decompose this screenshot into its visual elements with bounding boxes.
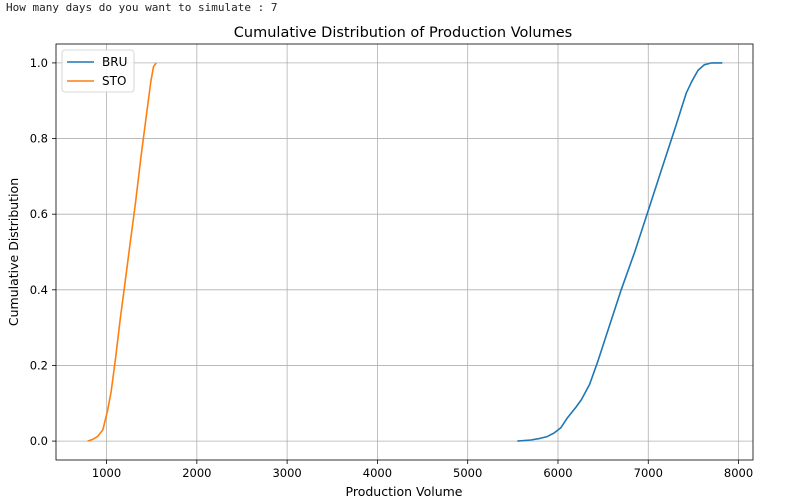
simulation-prompt: How many days do you want to simulate : … <box>6 1 278 15</box>
y-tick-label: 1.0 <box>30 56 48 70</box>
series-layer <box>87 62 723 442</box>
prompt-answer: 7 <box>270 1 278 14</box>
x-tick-label: 2000 <box>182 466 211 480</box>
legend: BRU STO <box>61 49 135 93</box>
y-tick-label: 0.4 <box>30 283 48 297</box>
y-tick-label: 0.2 <box>30 358 48 372</box>
x-tick-label: 4000 <box>363 466 392 480</box>
y-axis-label: Cumulative Distribution <box>6 178 21 326</box>
prompt-question: How many days do you want to simulate : <box>6 1 271 14</box>
grid-layer <box>56 44 753 460</box>
plot-frame <box>55 43 754 461</box>
y-tick-label: 0.0 <box>30 434 48 448</box>
series-line-bru <box>517 62 723 442</box>
x-axis-label: Production Volume <box>346 484 463 499</box>
legend-label-bru: BRU <box>102 55 127 69</box>
x-tick-label: 8000 <box>724 466 753 480</box>
x-tick-label: 6000 <box>543 466 572 480</box>
chart-title: Cumulative Distribution of Production Vo… <box>234 25 572 41</box>
x-tick-label: 3000 <box>272 466 301 480</box>
x-tick-label: 1000 <box>92 466 121 480</box>
y-tick-label: 0.8 <box>30 132 48 146</box>
y-tick-label: 0.6 <box>30 207 48 221</box>
x-tick-label: 5000 <box>453 466 482 480</box>
tick-layer: 1000 2000 3000 4000 5000 6000 7000 8000 0.0 0.2 0.… <box>30 56 753 480</box>
x-tick-label: 7000 <box>634 466 663 480</box>
legend-label-sto: STO <box>102 74 126 88</box>
series-line-sto <box>87 62 157 442</box>
